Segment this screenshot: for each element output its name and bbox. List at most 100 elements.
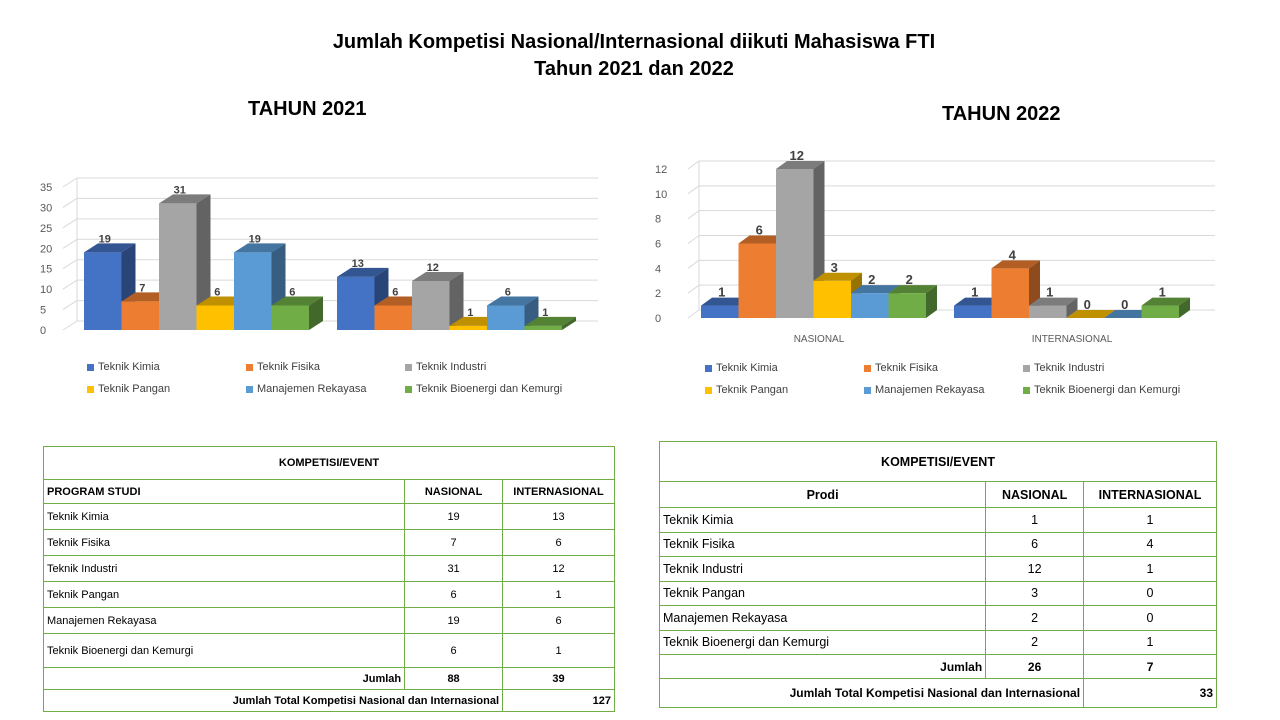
jumlah-internasional: 39 xyxy=(502,667,615,690)
data-label: 12 xyxy=(427,262,439,274)
bar xyxy=(1104,310,1153,318)
legend-swatch xyxy=(705,364,712,372)
table-row: Teknik Bioenergi dan Kemurgi 6 1 xyxy=(42,633,615,668)
legend-item: Teknik Kimia xyxy=(705,362,778,374)
table-header-row: KOMPETISI/EVENT xyxy=(659,441,1217,482)
bar-side xyxy=(196,194,211,330)
legend-item: Teknik Fisika xyxy=(864,362,938,374)
gridline-side xyxy=(62,300,78,310)
y-tick-label: 20 xyxy=(40,243,52,255)
legend-item: Manajemen Rekayasa xyxy=(246,383,366,395)
bar xyxy=(1066,310,1115,318)
data-label: 1 xyxy=(1159,285,1166,300)
bar-front xyxy=(851,293,889,318)
table-cell-nasional: 6 xyxy=(404,633,504,668)
total-value: 33 xyxy=(1083,678,1217,708)
table-total-row: Jumlah Total Kompetisi Nasional dan Inte… xyxy=(42,689,615,712)
chart-title-2021: TAHUN 2021 xyxy=(248,98,367,120)
legend-label: Teknik Fisika xyxy=(257,361,320,373)
jumlah-label: Jumlah xyxy=(42,667,406,690)
bar xyxy=(159,194,211,330)
table-cell-nasional: 19 xyxy=(404,503,504,530)
legend-swatch xyxy=(405,363,412,371)
bar-front xyxy=(412,280,450,330)
table-header-row: KOMPETISI/EVENT xyxy=(43,446,615,480)
table-cell-nasional: 12 xyxy=(985,556,1085,582)
jumlah-label: Jumlah xyxy=(658,654,987,679)
main-title: Jumlah Kompetisi Nasional/Internasional … xyxy=(0,29,1268,83)
table-row: Teknik Industri 31 12 xyxy=(42,555,615,582)
table-cell-internasional: 0 xyxy=(1083,580,1217,606)
table-row: Manajemen Rekayasa 2 0 xyxy=(658,605,1217,631)
table-total-row: Jumlah Total Kompetisi Nasional dan Inte… xyxy=(658,678,1217,708)
table-cell-prodi: Teknik Pangan xyxy=(658,580,987,606)
legend-swatch xyxy=(87,363,94,371)
table-row: Teknik Pangan 6 1 xyxy=(42,581,615,608)
column-header-nasional: NASIONAL xyxy=(985,481,1085,508)
data-label: 13 xyxy=(352,258,364,270)
table-jumlah-row: Jumlah 26 7 xyxy=(658,654,1217,679)
legend-item: Manajemen Rekayasa xyxy=(864,384,984,396)
bar-side xyxy=(1179,297,1190,318)
bar-top xyxy=(776,161,825,169)
table-cell-prodi: Teknik Fisika xyxy=(42,529,406,556)
category-label: NASIONAL xyxy=(794,334,845,345)
column-header-nasional: NASIONAL xyxy=(404,479,504,504)
table-cell-internasional: 13 xyxy=(502,503,615,530)
column-header-program: PROGRAM STUDI xyxy=(42,479,406,504)
bar-top xyxy=(888,285,937,294)
table-cell-prodi: Teknik Industri xyxy=(658,556,987,582)
y-tick-label: 10 xyxy=(655,189,667,201)
table-cell-prodi: Teknik Pangan xyxy=(42,581,406,608)
y-tick-label: 4 xyxy=(655,263,661,275)
legend-label: Teknik Bioenergi dan Kemurgi xyxy=(1034,384,1181,396)
bar-front xyxy=(524,325,562,330)
bar-front xyxy=(374,305,412,330)
bar-side xyxy=(449,271,464,330)
bar xyxy=(1141,297,1190,318)
data-label: 2 xyxy=(906,272,913,287)
bar-front xyxy=(159,203,197,330)
bar-front xyxy=(738,243,776,318)
data-label: 6 xyxy=(289,286,295,298)
bar-front xyxy=(84,252,122,330)
jumlah-nasional: 88 xyxy=(404,667,504,690)
legend-item: Teknik Pangan xyxy=(87,383,170,395)
gridline-side xyxy=(687,210,700,220)
data-label: 1 xyxy=(718,285,725,300)
table-cell-prodi: Teknik Fisika xyxy=(658,531,987,557)
legend-item: Teknik Fisika xyxy=(246,361,320,373)
gridline-side xyxy=(62,218,78,229)
bar-top xyxy=(487,296,539,306)
bar xyxy=(234,243,286,330)
bar-front xyxy=(449,325,487,330)
data-label: 3 xyxy=(831,260,838,275)
y-tick-label: 25 xyxy=(40,223,52,235)
gridline-side xyxy=(687,235,700,244)
chart-title-2022: TAHUN 2022 xyxy=(942,103,1061,125)
gridline-side xyxy=(62,177,78,188)
legend-swatch xyxy=(246,385,253,393)
table-2021: KOMPETISI/EVENT PROGRAM STUDI NASIONAL INTE… xyxy=(42,446,615,712)
y-tick-label: 15 xyxy=(40,264,52,276)
table-row: Teknik Kimia 1 1 xyxy=(658,507,1217,533)
legend-label: Teknik Industri xyxy=(1034,362,1105,374)
bar-top xyxy=(1104,310,1153,318)
table-row: Manajemen Rekayasa 19 6 xyxy=(42,607,615,634)
legend-label: Teknik Pangan xyxy=(716,384,789,396)
data-label: 6 xyxy=(392,286,398,298)
table-cell-prodi: Manajemen Rekayasa xyxy=(658,605,987,631)
bar-top xyxy=(84,243,136,253)
bar-front xyxy=(1029,305,1067,318)
legend-label: Teknik Pangan xyxy=(98,383,171,395)
table-cell-nasional: 7 xyxy=(404,529,504,556)
category-label: INTERNASIONAL xyxy=(1032,334,1113,345)
y-tick-label: 6 xyxy=(655,239,661,251)
bar xyxy=(1029,297,1078,318)
bar-top xyxy=(813,272,862,281)
data-label: 2 xyxy=(868,272,875,287)
gridline-side xyxy=(687,309,700,319)
legend-swatch xyxy=(246,363,253,371)
data-label: 0 xyxy=(1084,297,1091,312)
